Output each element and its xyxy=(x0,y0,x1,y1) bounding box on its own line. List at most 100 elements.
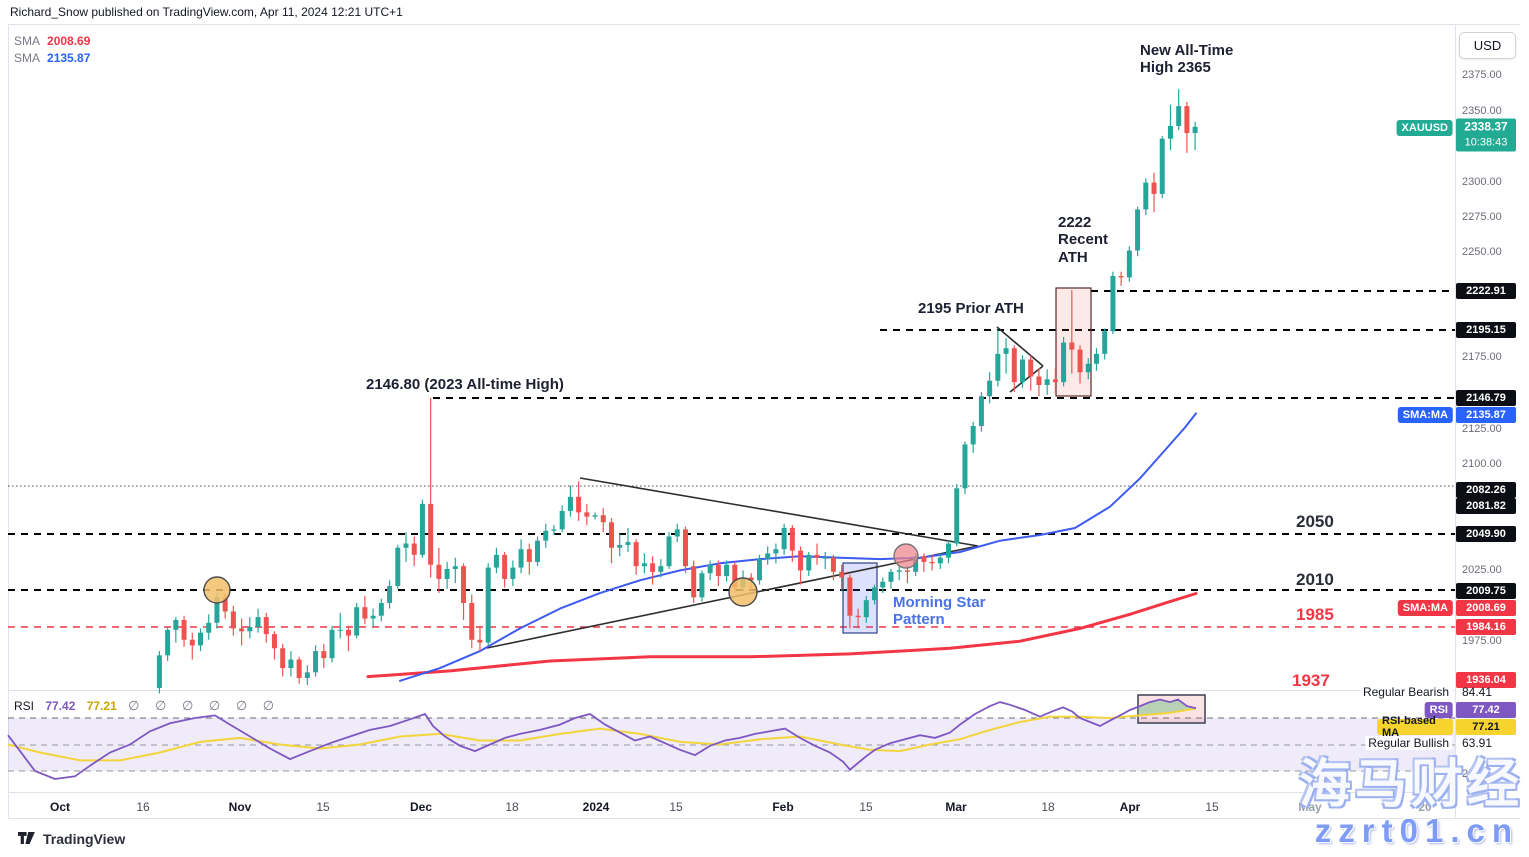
candle-body xyxy=(756,559,762,581)
candle-body xyxy=(929,561,935,564)
time-axis-label: Feb xyxy=(772,800,794,814)
candle-body xyxy=(313,651,319,673)
rsi-band xyxy=(8,718,1455,771)
candle-body xyxy=(682,529,688,567)
time-axis-label: 15 xyxy=(1205,800,1219,814)
candle-body xyxy=(1184,106,1190,134)
annotation-text: 2222 Recent ATH xyxy=(1058,214,1109,266)
candle-body xyxy=(428,503,434,565)
candle-body xyxy=(1069,342,1075,350)
candle-body xyxy=(304,672,310,678)
price-level-label: 1984.16 xyxy=(1456,619,1516,635)
tradingview-brand-text: TradingView xyxy=(43,831,126,847)
candle-body xyxy=(872,587,878,601)
time-axis-label: Nov xyxy=(228,800,252,814)
annotation-text: 2146.80 (2023 All-time High) xyxy=(366,376,564,393)
time-axis-label: 20 xyxy=(1418,800,1432,814)
candle-body xyxy=(937,557,943,564)
rsi-legend[interactable]: RSI 77.42 77.21 ∅ ∅ ∅ ∅ ∅ ∅ xyxy=(14,698,288,714)
candle-body xyxy=(880,581,886,588)
candle-body xyxy=(987,380,993,397)
tradingview-logo-icon xyxy=(18,831,37,847)
circle-marker xyxy=(893,543,919,569)
annotation-text: 2050 xyxy=(1296,512,1334,531)
divergence-row-label: Regular Bullish xyxy=(1365,736,1452,750)
pane-separator[interactable] xyxy=(8,690,1455,691)
sma_blue-line xyxy=(399,412,1197,682)
candle-body xyxy=(378,602,384,616)
sma-legend-row[interactable]: SMA 2008.69 xyxy=(14,33,90,50)
sma_red-line xyxy=(366,592,1198,679)
frame-top xyxy=(8,24,1520,25)
candle-body xyxy=(502,554,508,579)
circle-marker xyxy=(728,577,758,607)
candle-body xyxy=(1151,182,1157,194)
price-level-label: 2146.79 xyxy=(1456,390,1516,406)
currency-button[interactable]: USD xyxy=(1459,32,1516,59)
candle-body xyxy=(609,522,614,548)
candle-body xyxy=(995,353,1001,381)
tradingview-footer-link[interactable]: TradingView xyxy=(18,831,125,847)
candle-body xyxy=(1159,138,1165,194)
rsi-tick: 25.00 xyxy=(1462,768,1490,780)
candle-body xyxy=(485,567,491,643)
frame-left xyxy=(8,24,9,818)
price-level-label: 1936.04 xyxy=(1456,672,1516,688)
price-tick: 2100.00 xyxy=(1462,458,1502,470)
candle-body xyxy=(395,547,401,586)
price-level-label: 2222.91 xyxy=(1456,283,1516,299)
candle-body xyxy=(206,622,212,633)
candle-body xyxy=(222,597,228,612)
candle-body xyxy=(1052,379,1058,383)
rsi-empty-input-icons: ∅ ∅ ∅ ∅ ∅ ∅ xyxy=(128,698,281,713)
candle-body xyxy=(387,585,393,603)
candle-body xyxy=(1176,106,1182,126)
candle-body xyxy=(526,549,532,562)
sma-value: 2008.69 xyxy=(47,34,91,48)
indicator-legend: SMA 2008.69 SMA 2135.87 xyxy=(14,33,90,67)
price-tick: 2275.00 xyxy=(1462,211,1502,223)
annotation-text: 1985 xyxy=(1296,605,1334,624)
last-price: 2338.37 xyxy=(1464,119,1508,134)
candle-body xyxy=(748,577,754,581)
candle-body xyxy=(280,648,286,669)
candle-body xyxy=(1061,342,1067,383)
candle-body xyxy=(321,651,327,659)
candle-body xyxy=(271,634,277,649)
indicator-axis-tag: SMA:MA xyxy=(1397,600,1453,616)
candle-body xyxy=(789,527,795,551)
candle-body xyxy=(666,536,672,567)
candle-body xyxy=(247,627,253,632)
candle-body xyxy=(1135,209,1141,251)
candle-body xyxy=(847,577,853,616)
candle-body xyxy=(765,553,771,560)
candle-body xyxy=(633,542,639,567)
candle-body xyxy=(551,529,557,531)
time-axis-label: May xyxy=(1298,800,1322,814)
price-tick: 2250.00 xyxy=(1462,246,1502,258)
trendline xyxy=(996,326,1044,367)
price-level-label: 2049.90 xyxy=(1456,526,1516,542)
circle-marker xyxy=(203,576,231,604)
candle-body xyxy=(921,556,927,562)
candle-body xyxy=(855,615,861,618)
annotation-text: 2010 xyxy=(1296,570,1334,589)
price-axis-separator[interactable] xyxy=(1455,24,1456,818)
divergence-row-label: Regular Bearish xyxy=(1359,685,1452,699)
candle-body xyxy=(814,554,820,558)
candle-body xyxy=(830,557,836,572)
time-axis-label: 2024 xyxy=(582,800,610,814)
candle-body xyxy=(230,611,236,629)
candle-body xyxy=(946,543,952,558)
time-axis-label: 15 xyxy=(316,800,330,814)
price-level-label: 2135.87 xyxy=(1456,407,1516,423)
trendline xyxy=(579,477,979,547)
annotation-text: Morning Star Pattern xyxy=(893,594,986,629)
sma-legend-row[interactable]: SMA 2135.87 xyxy=(14,50,90,67)
candle-body xyxy=(625,542,631,545)
candle-body xyxy=(863,600,869,618)
candle-body xyxy=(477,639,483,643)
rsi-line xyxy=(7,698,1197,780)
